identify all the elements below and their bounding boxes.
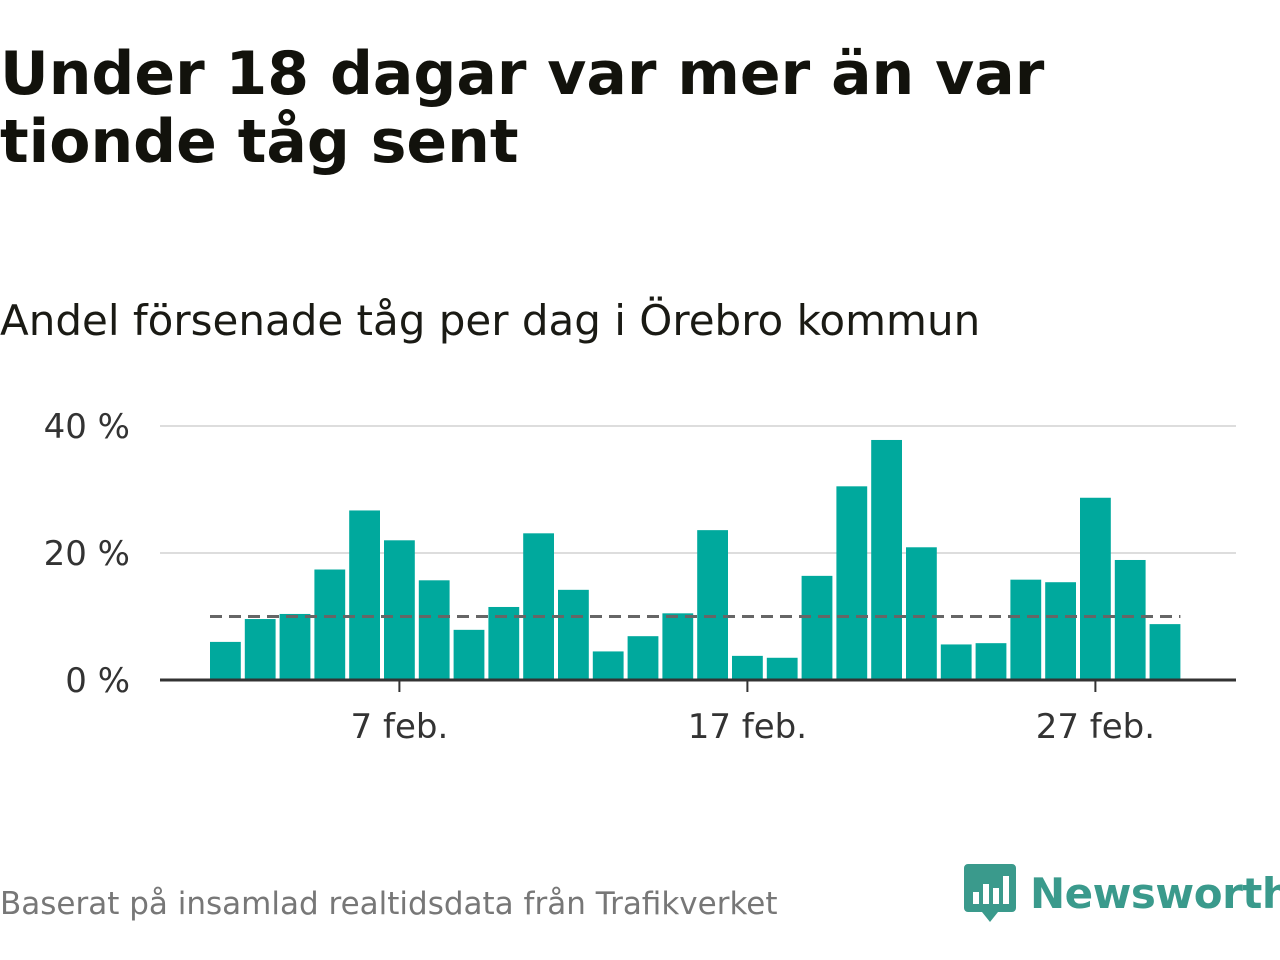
bar — [906, 547, 937, 680]
bar — [1149, 624, 1181, 680]
bar — [244, 619, 276, 680]
bar — [1080, 497, 1111, 680]
chart-subtitle: Andel försenade tåg per dag i Örebro kom… — [0, 296, 981, 345]
bar — [1010, 579, 1042, 680]
bar — [732, 655, 763, 680]
bar — [314, 569, 346, 680]
brand-logo: Newsworthy — [964, 862, 1280, 924]
bar — [801, 575, 833, 680]
bar — [662, 613, 694, 680]
bar — [975, 643, 1007, 680]
bar — [453, 629, 485, 680]
bar — [523, 533, 554, 680]
source-note: Baserat på insamlad realtidsdata från Tr… — [0, 886, 778, 922]
bar — [558, 589, 589, 680]
bar — [697, 530, 728, 680]
bar — [488, 606, 520, 680]
bar-chart: 0 % 20 % 40 % 7 feb. 17 feb. 27 feb. — [44, 407, 1236, 747]
newsworthy-logo-icon — [964, 864, 1016, 922]
bar — [1114, 559, 1146, 680]
bar — [418, 580, 450, 680]
bar — [940, 644, 972, 680]
bar — [384, 540, 415, 680]
y-tick-label: 40 % — [44, 407, 130, 447]
y-tick-label: 20 % — [44, 534, 130, 574]
chart-title: Under 18 dagar var mer än var tionde tåg… — [0, 39, 1045, 177]
x-tick-label: 7 feb. — [351, 707, 449, 747]
bar — [592, 651, 624, 680]
bar — [279, 613, 311, 680]
bar — [349, 510, 380, 680]
bar — [627, 636, 659, 680]
bar — [210, 641, 241, 680]
bar — [871, 439, 902, 680]
x-tick-label: 27 feb. — [1036, 707, 1155, 747]
y-tick-label: 0 % — [65, 661, 130, 701]
bar — [836, 486, 868, 680]
bar — [766, 657, 798, 680]
bar — [1045, 582, 1076, 680]
brand-name: Newsworthy — [1030, 868, 1280, 918]
x-tick-label: 17 feb. — [688, 707, 807, 747]
